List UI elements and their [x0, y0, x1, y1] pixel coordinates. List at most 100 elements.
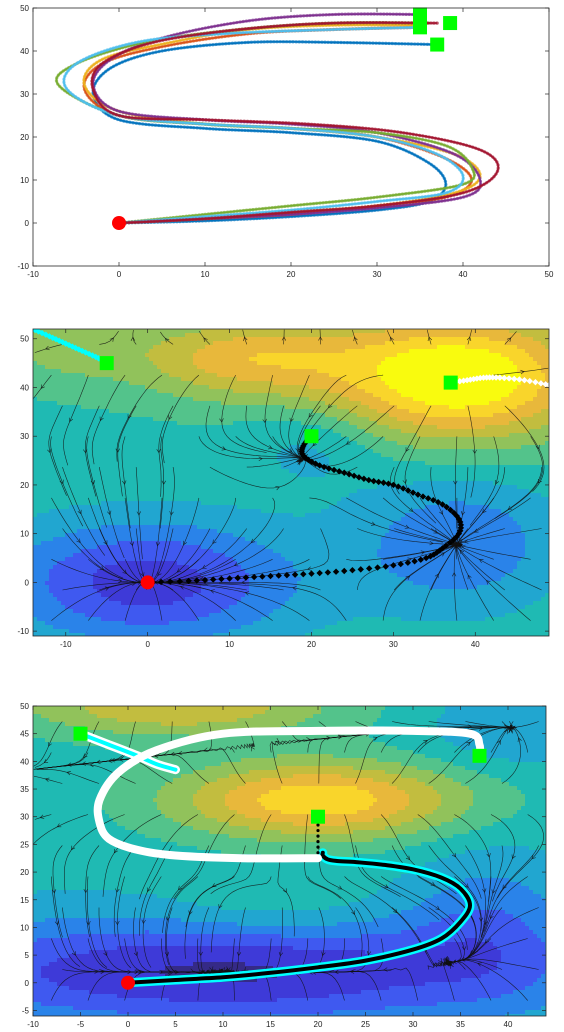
contour-cell — [473, 445, 478, 450]
contour-cell — [105, 401, 110, 406]
contour-cell — [361, 393, 366, 398]
contour-cell — [65, 349, 70, 354]
contour-cell — [285, 333, 290, 338]
contour-cell — [369, 373, 374, 378]
contour-cell — [45, 417, 50, 422]
contour-cell — [281, 409, 286, 414]
contour-cell — [505, 385, 510, 390]
contour-cell — [225, 349, 230, 354]
contour-cell — [233, 349, 238, 354]
contour-cell — [469, 461, 474, 466]
contour-cell — [77, 421, 82, 426]
contour-cell — [389, 429, 394, 434]
contour-cell — [537, 417, 542, 422]
contour-cell — [149, 369, 154, 374]
contour-cell — [161, 341, 166, 346]
contour-cell — [453, 421, 458, 426]
contour-cell — [345, 405, 350, 410]
contour-cell — [233, 365, 238, 370]
contour-cell — [33, 457, 38, 462]
contour-cell — [61, 389, 66, 394]
contour-cell — [445, 437, 450, 442]
contour-cell — [329, 349, 334, 354]
contour-cell — [373, 385, 378, 390]
contour-cell — [545, 337, 549, 342]
contour-cell — [353, 353, 358, 358]
contour-cell — [197, 381, 202, 386]
contour-cell — [501, 397, 506, 402]
contour-cell — [345, 357, 350, 362]
contour-cell — [149, 421, 154, 426]
contour-cell — [229, 393, 234, 398]
contour-cell — [517, 445, 522, 450]
contour-cell — [253, 465, 258, 470]
contour-cell — [37, 473, 42, 478]
contour-cell — [133, 361, 138, 366]
contour-cell — [449, 337, 454, 342]
contour-cell — [61, 457, 66, 462]
contour-cell — [397, 381, 402, 386]
contour-cell — [221, 357, 226, 362]
contour-cell — [65, 441, 70, 446]
contour-cell — [461, 389, 466, 394]
contour-cell — [369, 469, 374, 474]
contour-cell — [493, 417, 498, 422]
contour-cell — [73, 397, 78, 402]
contour-cell — [141, 481, 146, 486]
contour-cell — [69, 357, 74, 362]
contour-cell — [309, 477, 314, 482]
contour-cell — [217, 345, 222, 350]
contour-cell — [421, 417, 426, 422]
contour-cell — [217, 437, 222, 442]
contour-cell — [509, 345, 514, 350]
contour-cell — [233, 341, 238, 346]
contour-cell — [517, 417, 522, 422]
contour-cell — [153, 377, 158, 382]
contour-cell — [469, 345, 474, 350]
contour-cell — [153, 449, 158, 454]
contour-cell — [509, 401, 514, 406]
contour-cell — [381, 409, 386, 414]
contour-cell — [185, 413, 190, 418]
contour-cell — [453, 413, 458, 418]
contour-cell — [445, 389, 450, 394]
contour-cell — [353, 329, 358, 334]
contour-cell — [177, 453, 182, 458]
contour-cell — [545, 477, 549, 482]
contour-cell — [509, 457, 514, 462]
contour-cell — [201, 353, 206, 358]
contour-cell — [309, 453, 314, 458]
contour-cell — [193, 409, 198, 414]
contour-cell — [245, 449, 250, 454]
contour-cell — [241, 353, 246, 358]
contour-cell — [45, 429, 50, 434]
contour-cell — [465, 401, 470, 406]
contour-cell — [101, 429, 106, 434]
contour-cell — [73, 481, 78, 486]
contour-cell — [513, 349, 518, 354]
contour-cell — [521, 457, 526, 462]
contour-cell — [121, 481, 126, 486]
contour-cell — [337, 409, 342, 414]
contour-cell — [265, 361, 270, 366]
contour-cell — [101, 453, 106, 458]
contour-cell — [425, 405, 430, 410]
contour-cell — [373, 421, 378, 426]
contour-cell — [125, 445, 130, 450]
contour-cell — [465, 385, 470, 390]
contour-cell — [413, 369, 418, 374]
contour-cell — [473, 337, 478, 342]
contour-cell — [337, 389, 342, 394]
contour-cell — [337, 453, 342, 458]
contour-cell — [189, 369, 194, 374]
contour-cell — [125, 413, 130, 418]
contour-cell — [141, 421, 146, 426]
contour-cell — [401, 385, 406, 390]
contour-cell — [229, 441, 234, 446]
contour-cell — [429, 445, 434, 450]
contour-cell — [293, 377, 298, 382]
contour-cell — [201, 373, 206, 378]
contour-cell — [241, 357, 246, 362]
contour-cell — [177, 433, 182, 438]
contour-cell — [329, 341, 334, 346]
